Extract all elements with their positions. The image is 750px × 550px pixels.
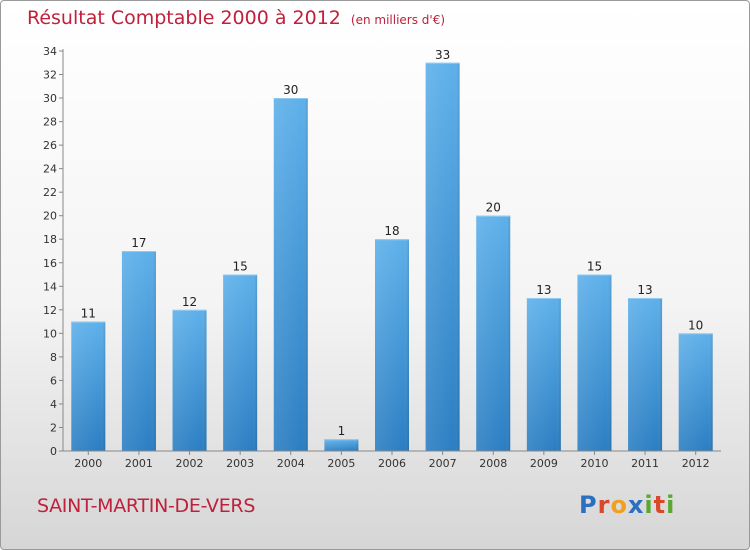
data-label-2006: 18 [384, 224, 399, 238]
y-tick-label: 20 [43, 210, 57, 223]
bar-shade-2010 [577, 274, 612, 451]
logo-letter: i [666, 491, 676, 519]
bar-shade-2008 [476, 215, 511, 451]
bar-shade-2005 [324, 439, 359, 451]
bar-shade-2007 [425, 62, 460, 451]
x-tick-label-2009: 2009 [530, 457, 558, 470]
data-label-2008: 20 [486, 201, 501, 215]
data-label-2002: 12 [182, 295, 197, 309]
bar-shade-2012 [678, 333, 713, 451]
data-label-2001: 17 [131, 236, 146, 250]
logo-letter: x [627, 491, 645, 519]
data-label-2007: 33 [435, 48, 450, 62]
y-tick-label: 10 [43, 327, 57, 340]
y-tick-label: 16 [43, 257, 57, 270]
y-tick-label: 8 [50, 351, 57, 364]
y-tick-label: 24 [43, 163, 57, 176]
y-tick-label: 18 [43, 233, 57, 246]
data-label-2003: 15 [233, 260, 248, 274]
logo-letter: o [610, 491, 628, 519]
logo-letter: i [644, 491, 654, 519]
bar-shade-2002 [172, 309, 207, 451]
chart-title: Résultat Comptable 2000 à 2012 (en millie… [27, 7, 445, 29]
chart-title-text: Résultat Comptable 2000 à 2012 [27, 7, 341, 29]
data-label-2012: 10 [688, 318, 703, 332]
data-label-2010: 15 [587, 260, 602, 274]
y-tick-label: 12 [43, 304, 57, 317]
y-tick-label: 4 [50, 398, 57, 411]
x-tick-label-2011: 2011 [631, 457, 659, 470]
x-tick-label-2000: 2000 [74, 457, 102, 470]
y-tick-label: 28 [43, 116, 57, 129]
y-tick-label: 2 [50, 421, 57, 434]
x-tick-label-2006: 2006 [378, 457, 406, 470]
y-tick-label: 30 [43, 92, 57, 105]
y-tick-label: 26 [43, 139, 57, 152]
x-tick-label-2004: 2004 [277, 457, 305, 470]
bar-shade-2001 [121, 251, 156, 451]
bar-shade-2006 [375, 239, 409, 451]
data-label-2011: 13 [637, 283, 652, 297]
y-tick-label: 22 [43, 186, 57, 199]
logo-letter: t [653, 491, 667, 519]
x-tick-label-2003: 2003 [226, 457, 254, 470]
x-tick-label-2005: 2005 [327, 457, 355, 470]
data-label-2005: 1 [338, 424, 346, 438]
y-tick-label: 34 [43, 45, 57, 58]
y-tick-label: 0 [50, 445, 57, 458]
data-label-2000: 11 [81, 307, 96, 321]
bar-shade-2003 [223, 274, 258, 451]
bar-shade-2009 [526, 298, 561, 451]
data-label-2009: 13 [536, 283, 551, 297]
logo-letter: P [579, 491, 598, 519]
commune-name: SAINT-MARTIN-DE-VERS [37, 495, 256, 517]
bar-shade-2011 [628, 298, 663, 451]
x-tick-label-2002: 2002 [176, 457, 204, 470]
x-tick-label-2008: 2008 [479, 457, 507, 470]
y-tick-label: 32 [43, 69, 57, 82]
logo-letter: r [597, 491, 611, 519]
chart-unit-note: (en milliers d'€) [350, 13, 446, 27]
bar-shade-2000 [71, 321, 106, 451]
proxiti-logo: Proxiti [579, 491, 675, 519]
x-tick-label-2007: 2007 [429, 457, 457, 470]
x-tick-label-2010: 2010 [580, 457, 608, 470]
data-label-2004: 30 [283, 83, 298, 97]
x-tick-label-2001: 2001 [125, 457, 153, 470]
y-tick-label: 6 [50, 374, 57, 387]
bar-shade-2004 [273, 98, 308, 451]
y-tick-label: 14 [43, 280, 57, 293]
x-tick-label-2012: 2012 [682, 457, 710, 470]
